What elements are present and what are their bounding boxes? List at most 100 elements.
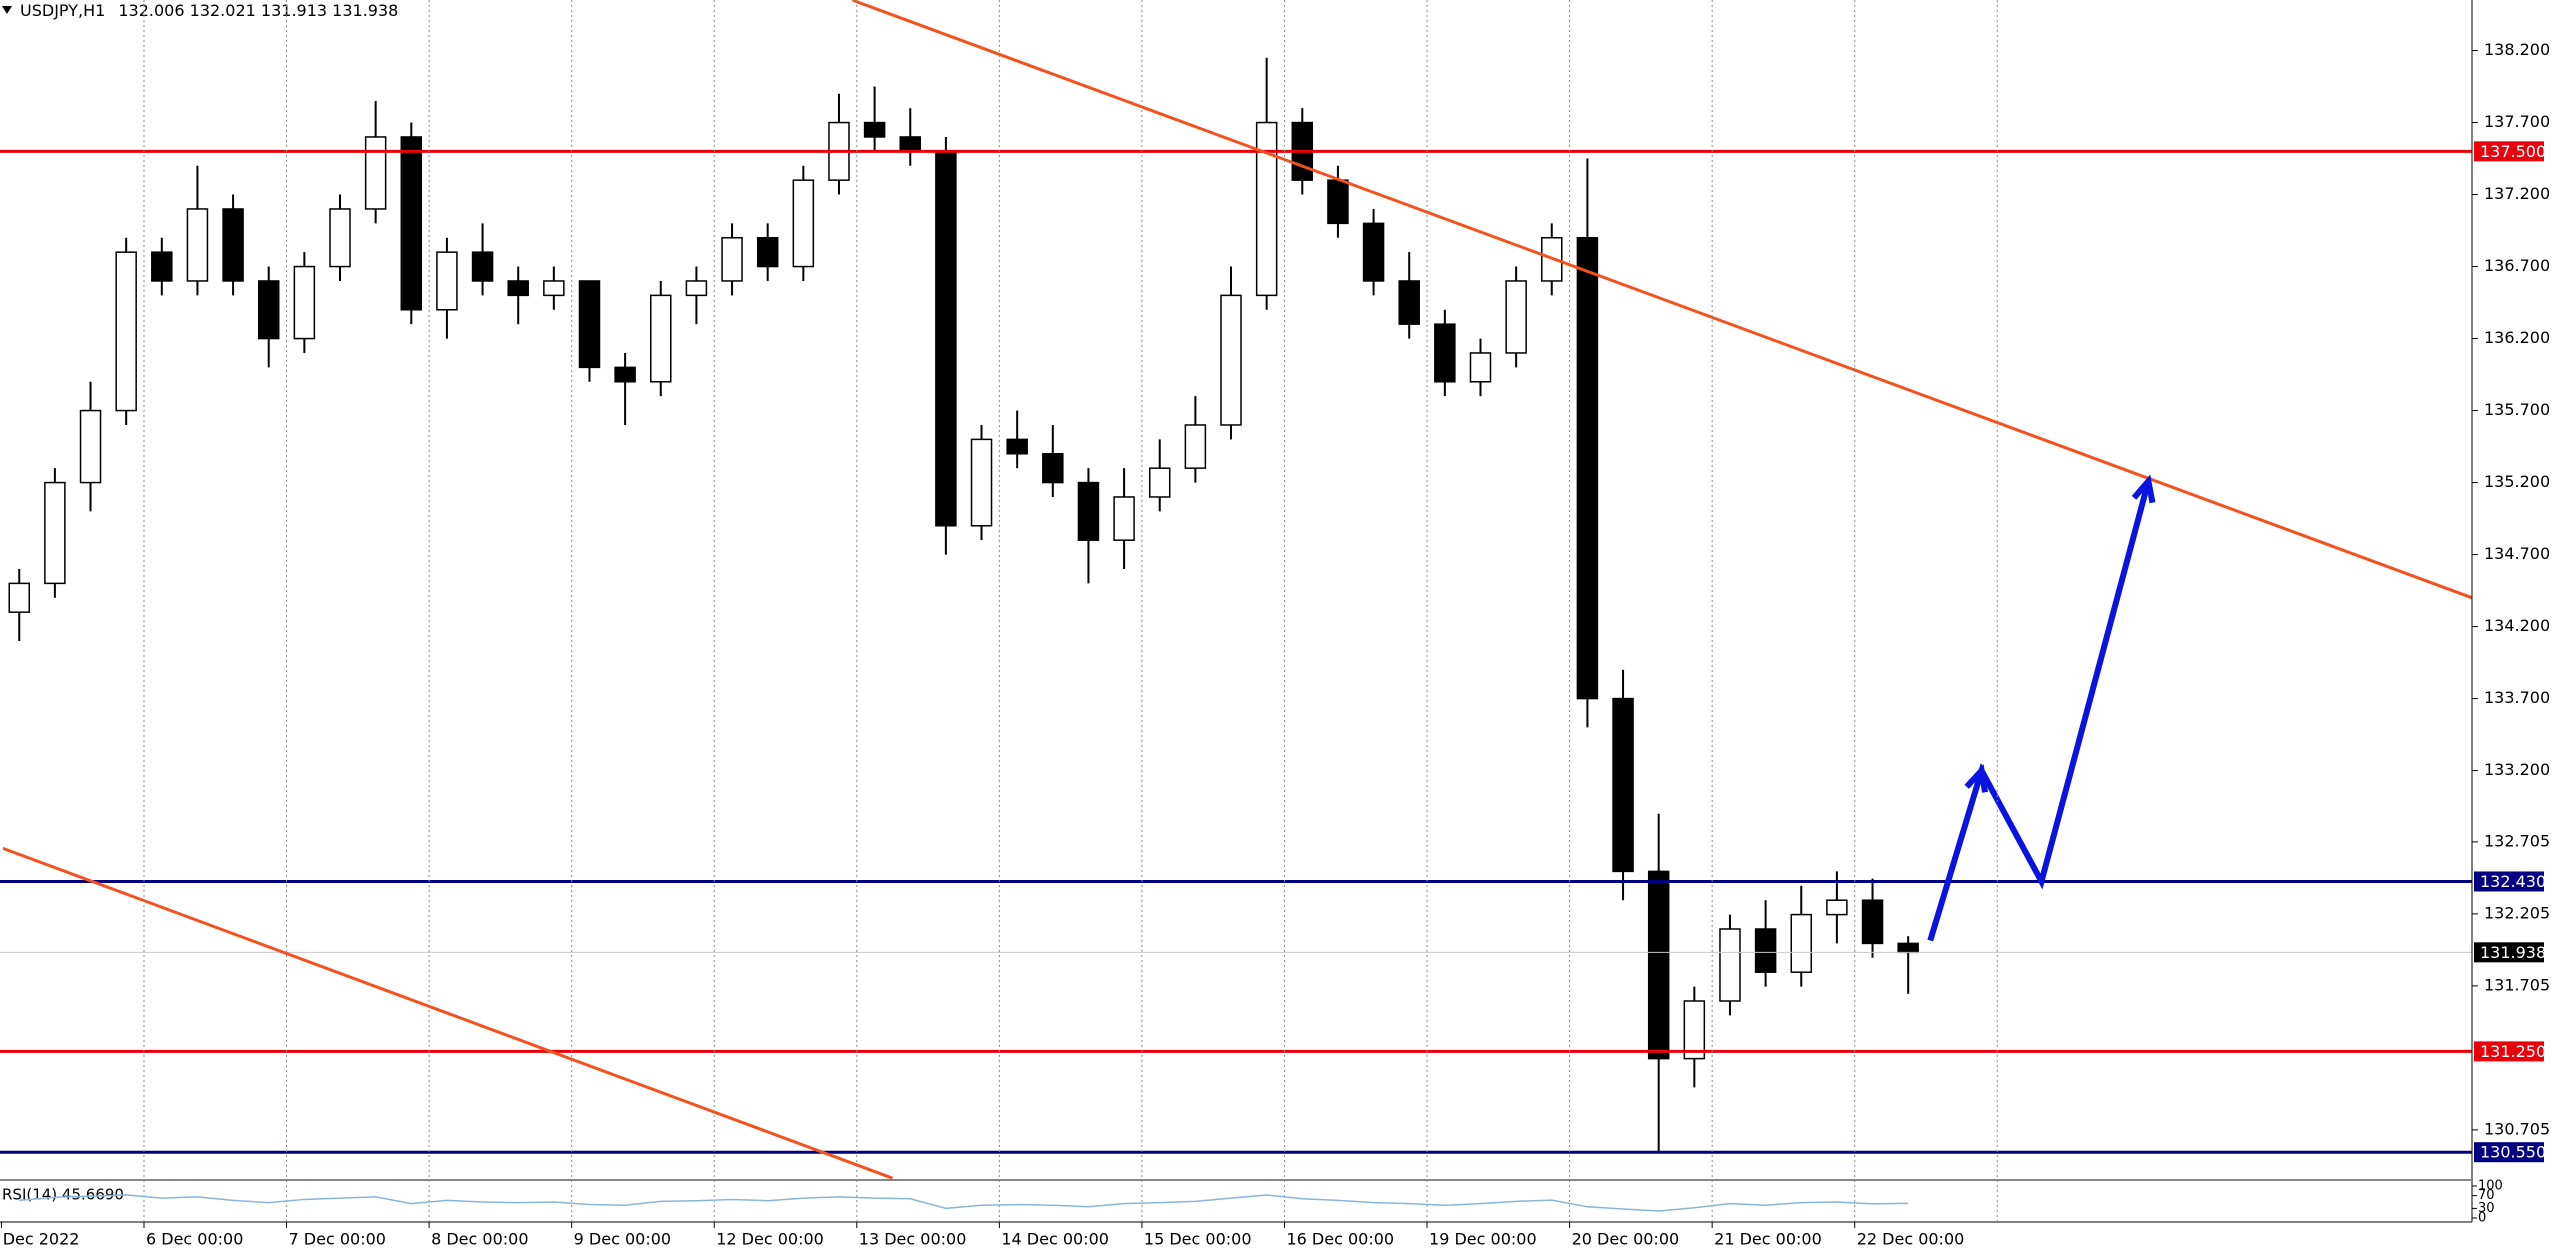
candle-body	[1861, 899, 1884, 945]
candle-body	[721, 237, 743, 282]
x-tick-label: 13 Dec 00:00	[859, 1230, 967, 1249]
candle-body	[8, 582, 30, 613]
y-tick-label: 135.700	[2484, 400, 2550, 419]
x-tick-label: 5 Dec 2022	[0, 1230, 79, 1249]
candle-body	[1897, 942, 1919, 954]
candle-body	[543, 280, 565, 297]
y-tick-label: 133.200	[2484, 760, 2550, 779]
x-tick-label: 6 Dec 00:00	[146, 1230, 243, 1249]
low-value: 131.913	[261, 1, 327, 20]
arrow-head	[2131, 474, 2156, 504]
trendline	[851, 0, 2472, 600]
level-label: 137.500	[2480, 142, 2546, 161]
forecast-path	[1927, 480, 2152, 942]
candle-body	[1327, 179, 1349, 225]
candle-body	[400, 136, 423, 311]
x-tick-label: 15 Dec 00:00	[1144, 1230, 1252, 1249]
y-tick-label: 133.700	[2484, 688, 2550, 707]
y-tick-label: 131.705	[2484, 975, 2550, 994]
candle-body	[1647, 870, 1670, 1060]
candle-body	[578, 280, 601, 369]
x-tick-label: 14 Dec 00:00	[1001, 1230, 1109, 1249]
symbol: USDJPY,H1	[20, 1, 105, 20]
candle-body	[1255, 121, 1278, 297]
y-tick-label: 136.700	[2484, 256, 2550, 275]
candle-body	[1576, 237, 1599, 700]
overlay	[1927, 474, 2156, 942]
close-value: 131.938	[332, 1, 398, 20]
candle-body	[1469, 352, 1492, 383]
candle-body	[792, 179, 815, 268]
candle-body	[507, 280, 529, 297]
candle-body	[151, 251, 173, 282]
y-tick-label: 137.700	[2484, 112, 2550, 131]
candle-body	[863, 121, 886, 138]
level-label-box	[2474, 942, 2544, 963]
candle-body	[1826, 899, 1848, 916]
candle-body	[1006, 438, 1028, 455]
x-tick-label: 21 Dec 00:00	[1714, 1230, 1822, 1249]
candle-body	[685, 280, 708, 297]
candle-body	[899, 136, 921, 153]
y-tick-label: 132.705	[2484, 831, 2550, 850]
chart-header: USDJPY,H1 132.006 132.021 131.913 131.93…	[20, 1, 398, 20]
candle-body	[222, 208, 244, 282]
x-tick-label: 7 Dec 00:00	[289, 1230, 386, 1249]
main-panel	[0, 0, 2472, 1179]
candle-body	[364, 136, 387, 210]
x-tick-label: 20 Dec 00:00	[1572, 1230, 1680, 1249]
level-label: 132.430	[2480, 872, 2546, 891]
x-tick-label: 19 Dec 00:00	[1429, 1230, 1537, 1249]
level-label-box	[2474, 871, 2544, 892]
y-tick-label: 134.700	[2484, 544, 2550, 563]
rsi-tick-label: 30	[2478, 1201, 2495, 1216]
open-value: 132.006	[118, 1, 184, 20]
candle-body	[1184, 424, 1207, 469]
y-tick-label: 134.200	[2484, 616, 2550, 635]
y-tick-label: 135.200	[2484, 472, 2550, 491]
candle-body	[471, 251, 494, 282]
high-value: 132.021	[190, 1, 256, 20]
candle-body	[257, 280, 280, 340]
candle-body	[1077, 481, 1100, 541]
level-label-box	[2474, 1041, 2544, 1062]
menu-triangle[interactable]	[2, 6, 12, 14]
candle-body	[329, 208, 351, 268]
candle-body	[1505, 280, 1527, 354]
x-tick-label: 12 Dec 00:00	[716, 1230, 824, 1249]
candle-body	[1042, 453, 1064, 484]
candle-body	[1362, 222, 1385, 282]
candle-body	[186, 208, 209, 282]
x-tick-label: 22 Dec 00:00	[1857, 1230, 1965, 1249]
y-tick-label: 137.200	[2484, 184, 2550, 203]
candle-body	[1434, 323, 1456, 383]
candle-body	[1683, 1000, 1706, 1060]
rsi-tick-label: 0	[2478, 1211, 2486, 1226]
candle-body	[79, 409, 102, 484]
candle-body	[44, 481, 66, 585]
level-label-box	[2474, 1142, 2544, 1163]
candle-body	[650, 294, 672, 383]
rsi-tick-label: 70	[2478, 1188, 2495, 1203]
candle-body	[293, 265, 316, 340]
candle-body	[1398, 280, 1420, 325]
candle-body	[1754, 928, 1777, 973]
marker	[1926, 0, 1936, 8]
level-label: 130.550	[2480, 1143, 2546, 1162]
rsi-tick-label: 100	[2478, 1179, 2503, 1194]
x-tick-label: 8 Dec 00:00	[431, 1230, 528, 1249]
candle-body	[1148, 467, 1171, 498]
y-tick-label: 130.705	[2484, 1119, 2550, 1138]
y-tick-label: 132.205	[2484, 903, 2550, 922]
candle-body	[1719, 928, 1741, 1002]
candle-body	[1113, 496, 1135, 541]
candle-body	[436, 251, 458, 311]
candle-body	[614, 366, 636, 383]
level-label-box	[2474, 141, 2544, 162]
y-tick-label: 136.200	[2484, 328, 2550, 347]
x-tick-label: 16 Dec 00:00	[1286, 1230, 1394, 1249]
x-tick-label: 9 Dec 00:00	[574, 1230, 671, 1249]
candle-body	[1790, 913, 1813, 973]
